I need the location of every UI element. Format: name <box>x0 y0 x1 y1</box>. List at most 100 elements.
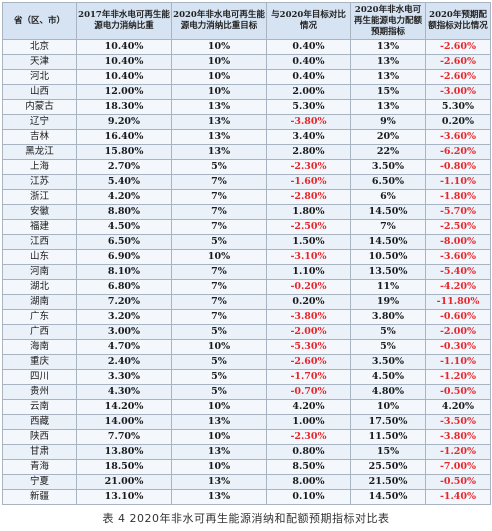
table-row: 湖北 6.80% 7% -0.20% 11% -4.20% <box>2 279 491 295</box>
table-row: 浙江 4.20% 7% -2.80% 6% -1.80% <box>2 189 491 205</box>
value-cell: 17.50% <box>350 414 426 430</box>
table-row: 山东 6.90% 10% -3.10% 10.50% -3.60% <box>2 249 491 265</box>
value-cell: 0.80% <box>266 444 351 460</box>
value-cell: 6.90% <box>76 249 172 265</box>
value-cell: 5% <box>171 384 267 400</box>
value-cell: 8.00% <box>266 474 351 490</box>
value-cell: -5.70% <box>425 204 491 220</box>
region-name: 内蒙古 <box>2 99 77 115</box>
value-cell: 6.80% <box>76 279 172 295</box>
header-cell: 2020年非水电可再生能源电力消纳比重目标 <box>171 2 267 40</box>
value-cell: 10.40% <box>76 69 172 85</box>
value-cell: -1.60% <box>266 174 351 190</box>
value-cell: 3.30% <box>76 369 172 385</box>
region-name: 广东 <box>2 309 77 325</box>
value-cell: 14.50% <box>350 204 426 220</box>
region-name: 吉林 <box>2 129 77 145</box>
region-name: 天津 <box>2 54 77 70</box>
value-cell: 3.50% <box>350 159 426 175</box>
value-cell: 15% <box>350 444 426 460</box>
value-cell: 9% <box>350 114 426 130</box>
value-cell: 21.50% <box>350 474 426 490</box>
region-name: 西藏 <box>2 414 77 430</box>
value-cell: 0.10% <box>266 489 351 505</box>
value-cell: -0.30% <box>425 339 491 355</box>
value-cell: -2.60% <box>425 39 491 55</box>
value-cell: 21.00% <box>76 474 172 490</box>
value-cell: 10.40% <box>76 54 172 70</box>
value-cell: 8.80% <box>76 204 172 220</box>
value-cell: 4.20% <box>266 399 351 415</box>
value-cell: 14.00% <box>76 414 172 430</box>
value-cell: 19% <box>350 294 426 310</box>
value-cell: 18.50% <box>76 459 172 475</box>
region-name: 辽宁 <box>2 114 77 130</box>
value-cell: 5% <box>171 159 267 175</box>
value-cell: 13% <box>350 99 426 115</box>
value-cell: 12.00% <box>76 84 172 100</box>
value-cell: -6.20% <box>425 144 491 160</box>
value-cell: 9.20% <box>76 114 172 130</box>
value-cell: 10% <box>171 399 267 415</box>
caption: 表 4 2020年非水可再生能源消纳和配额预期指标对比表 <box>102 512 390 525</box>
value-cell: 13% <box>171 99 267 115</box>
value-cell: -1.70% <box>266 369 351 385</box>
region-name: 浙江 <box>2 189 77 205</box>
value-cell: 10% <box>171 429 267 445</box>
value-cell: 10% <box>350 399 426 415</box>
region-name: 福建 <box>2 219 77 235</box>
header-cell: 2020年预期配额指标对比情况 <box>425 2 491 40</box>
table-row: 河北 10.40% 10% 0.40% 13% -2.60% <box>2 69 491 85</box>
value-cell: 11% <box>350 279 426 295</box>
value-cell: 10% <box>171 249 267 265</box>
value-cell: 3.00% <box>76 324 172 340</box>
value-cell: 0.20% <box>266 294 351 310</box>
value-cell: -0.50% <box>425 474 491 490</box>
value-cell: -2.00% <box>425 324 491 340</box>
table-row: 海南 4.70% 10% -5.30% 5% -0.30% <box>2 339 491 355</box>
value-cell: 7% <box>171 294 267 310</box>
value-cell: -2.80% <box>266 189 351 205</box>
value-cell: 13% <box>171 114 267 130</box>
table-row: 西藏 14.00% 13% 1.00% 17.50% -3.50% <box>2 414 491 430</box>
value-cell: 4.50% <box>350 369 426 385</box>
value-cell: 5% <box>350 324 426 340</box>
quota-table: 省（区、市） 2017年非水电可再生能源电力消纳比重 2020年非水电可再生能源电力… <box>2 2 491 505</box>
value-cell: -3.50% <box>425 414 491 430</box>
value-cell: -2.50% <box>425 219 491 235</box>
value-cell: -2.00% <box>266 324 351 340</box>
value-cell: 1.10% <box>266 264 351 280</box>
value-cell: 4.30% <box>76 384 172 400</box>
value-cell: 10% <box>171 54 267 70</box>
value-cell: -1.80% <box>425 189 491 205</box>
region-name: 新疆 <box>2 489 77 505</box>
value-cell: 13% <box>171 414 267 430</box>
value-cell: -3.80% <box>425 429 491 445</box>
value-cell: 0.40% <box>266 39 351 55</box>
region-name: 江西 <box>2 234 77 250</box>
table-row: 天津 10.40% 10% 0.40% 13% -2.60% <box>2 54 491 70</box>
table-row: 贵州 4.30% 5% -0.70% 4.80% -0.50% <box>2 384 491 400</box>
region-name: 上海 <box>2 159 77 175</box>
value-cell: 13.10% <box>76 489 172 505</box>
value-cell: -4.20% <box>425 279 491 295</box>
value-cell: 14.50% <box>350 234 426 250</box>
value-cell: -1.20% <box>425 444 491 460</box>
value-cell: 4.50% <box>76 219 172 235</box>
region-name: 青海 <box>2 459 77 475</box>
value-cell: 3.20% <box>76 309 172 325</box>
value-cell: 13% <box>171 129 267 145</box>
value-cell: 6.50% <box>76 234 172 250</box>
value-cell: 1.50% <box>266 234 351 250</box>
value-cell: -2.50% <box>266 219 351 235</box>
value-cell: 6.50% <box>350 174 426 190</box>
value-cell: -0.50% <box>425 384 491 400</box>
value-cell: 10.40% <box>76 39 172 55</box>
value-cell: 10% <box>171 84 267 100</box>
value-cell: 13% <box>171 489 267 505</box>
value-cell: -3.00% <box>425 84 491 100</box>
region-name: 四川 <box>2 369 77 385</box>
table-row: 广西 3.00% 5% -2.00% 5% -2.00% <box>2 324 491 340</box>
value-cell: 13% <box>350 39 426 55</box>
